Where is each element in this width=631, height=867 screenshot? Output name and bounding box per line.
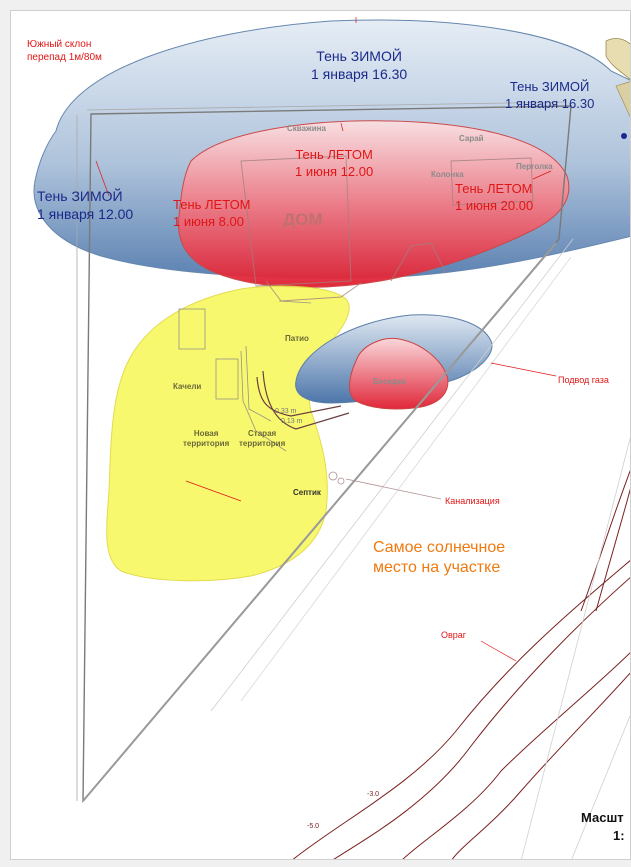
summer-noon-line-1: Тень ЛЕТОМ [295,147,373,162]
contour-label-1: -3.0 [367,791,380,798]
summer-shadow-noon-label: Тень ЛЕТОМ 1 июня 12.00 [295,147,373,181]
south-slope-label: Южный склон перепад 1м/80м [27,39,102,64]
summer-evening-line-2: 1 июня 20.00 [455,197,534,213]
gazebo-label: Беседка [373,377,406,386]
shed-label: Сарай [459,134,484,143]
summer-shadow-zone [177,120,570,288]
ravine-contours [292,469,630,859]
sunniest-line-2: место на участке [373,559,501,576]
contour-label-2: -5.0 [307,823,320,830]
winter-top-line-1: Тень ЗИМОЙ [316,48,402,64]
summer-shadow-morning-label: Тень ЛЕТОМ 1 июня 8.00 [173,197,251,231]
summer-shadow-evening-label: Тень ЛЕТОМ 1 июня 20.00 [455,181,533,215]
septic-label: Септик [293,488,321,497]
winter-right-line-1: Тень ЗИМОЙ [509,79,590,94]
house-label: ДОМ [283,210,323,229]
patio-label: Патио [285,334,309,343]
winter-right-line-2: 1 января 16.30 [505,95,595,111]
winter-shadow-left-label: Тень ЗИМОЙ 1 января 12.00 [37,187,133,223]
winter-left-line-2: 1 января 12.00 [37,206,134,223]
gas-supply-label: Подвод газа [558,375,609,385]
swing-label: Качели [173,382,202,391]
site-plan-map [33,17,630,859]
old-territory-label: Старая территория [239,429,285,450]
winter-left-line-1: Тень ЗИМОЙ [37,188,123,204]
new-territory-line-2: территория [183,439,230,449]
sewage-label: Канализация [445,496,500,506]
house-outline [240,155,534,302]
winter-top-line-2: 1 января 16.30 [311,66,408,83]
sunniest-zone [106,285,350,582]
south-slope-line-2: перепад 1м/80м [27,51,102,63]
sunniest-line-1: Самое солнечное [373,539,506,556]
new-territory-label: Новая территория [183,429,229,450]
scale-label-1: Масшт [581,810,624,825]
column-label: Колонка [431,170,464,179]
measurement-label-1: 0.33 m [275,408,297,415]
summer-noon-line-2: 1 июня 12.00 [295,163,374,179]
pergola-label: Перголка [516,162,553,171]
ravine-label: Овраг [441,630,467,640]
south-slope-line-1: Южный склон [27,39,92,50]
diagonal-path [82,242,557,802]
winter-shadow-right-label: Тень ЗИМОЙ 1 января 16.30 [505,79,594,113]
compass-logo-fragment [605,38,630,139]
winter-shadow-top-label: Тень ЗИМОЙ 1 января 16.30 [311,47,407,83]
scale-label-2: 1: [613,828,625,843]
well-label: Скважина [287,124,326,133]
old-territory-line-1: Старая [248,429,277,438]
gazebo-summer-shadow [349,337,449,410]
summer-morning-line-2: 1 июня 8.00 [173,213,244,229]
sunniest-spot-label: Самое солнечное место на участке [373,538,505,578]
site-plan-sheet: Южный склон перепад 1м/80м Тень ЗИМОЙ 1 … [10,10,631,860]
measurement-label-2: 0.13 m [281,418,303,425]
summer-evening-line-1: Тень ЛЕТОМ [455,181,533,196]
new-territory-line-1: Новая [193,429,219,438]
summer-morning-line-1: Тень ЛЕТОМ [173,197,251,212]
old-territory-line-2: территория [239,439,286,449]
plot-boundary [76,101,572,803]
